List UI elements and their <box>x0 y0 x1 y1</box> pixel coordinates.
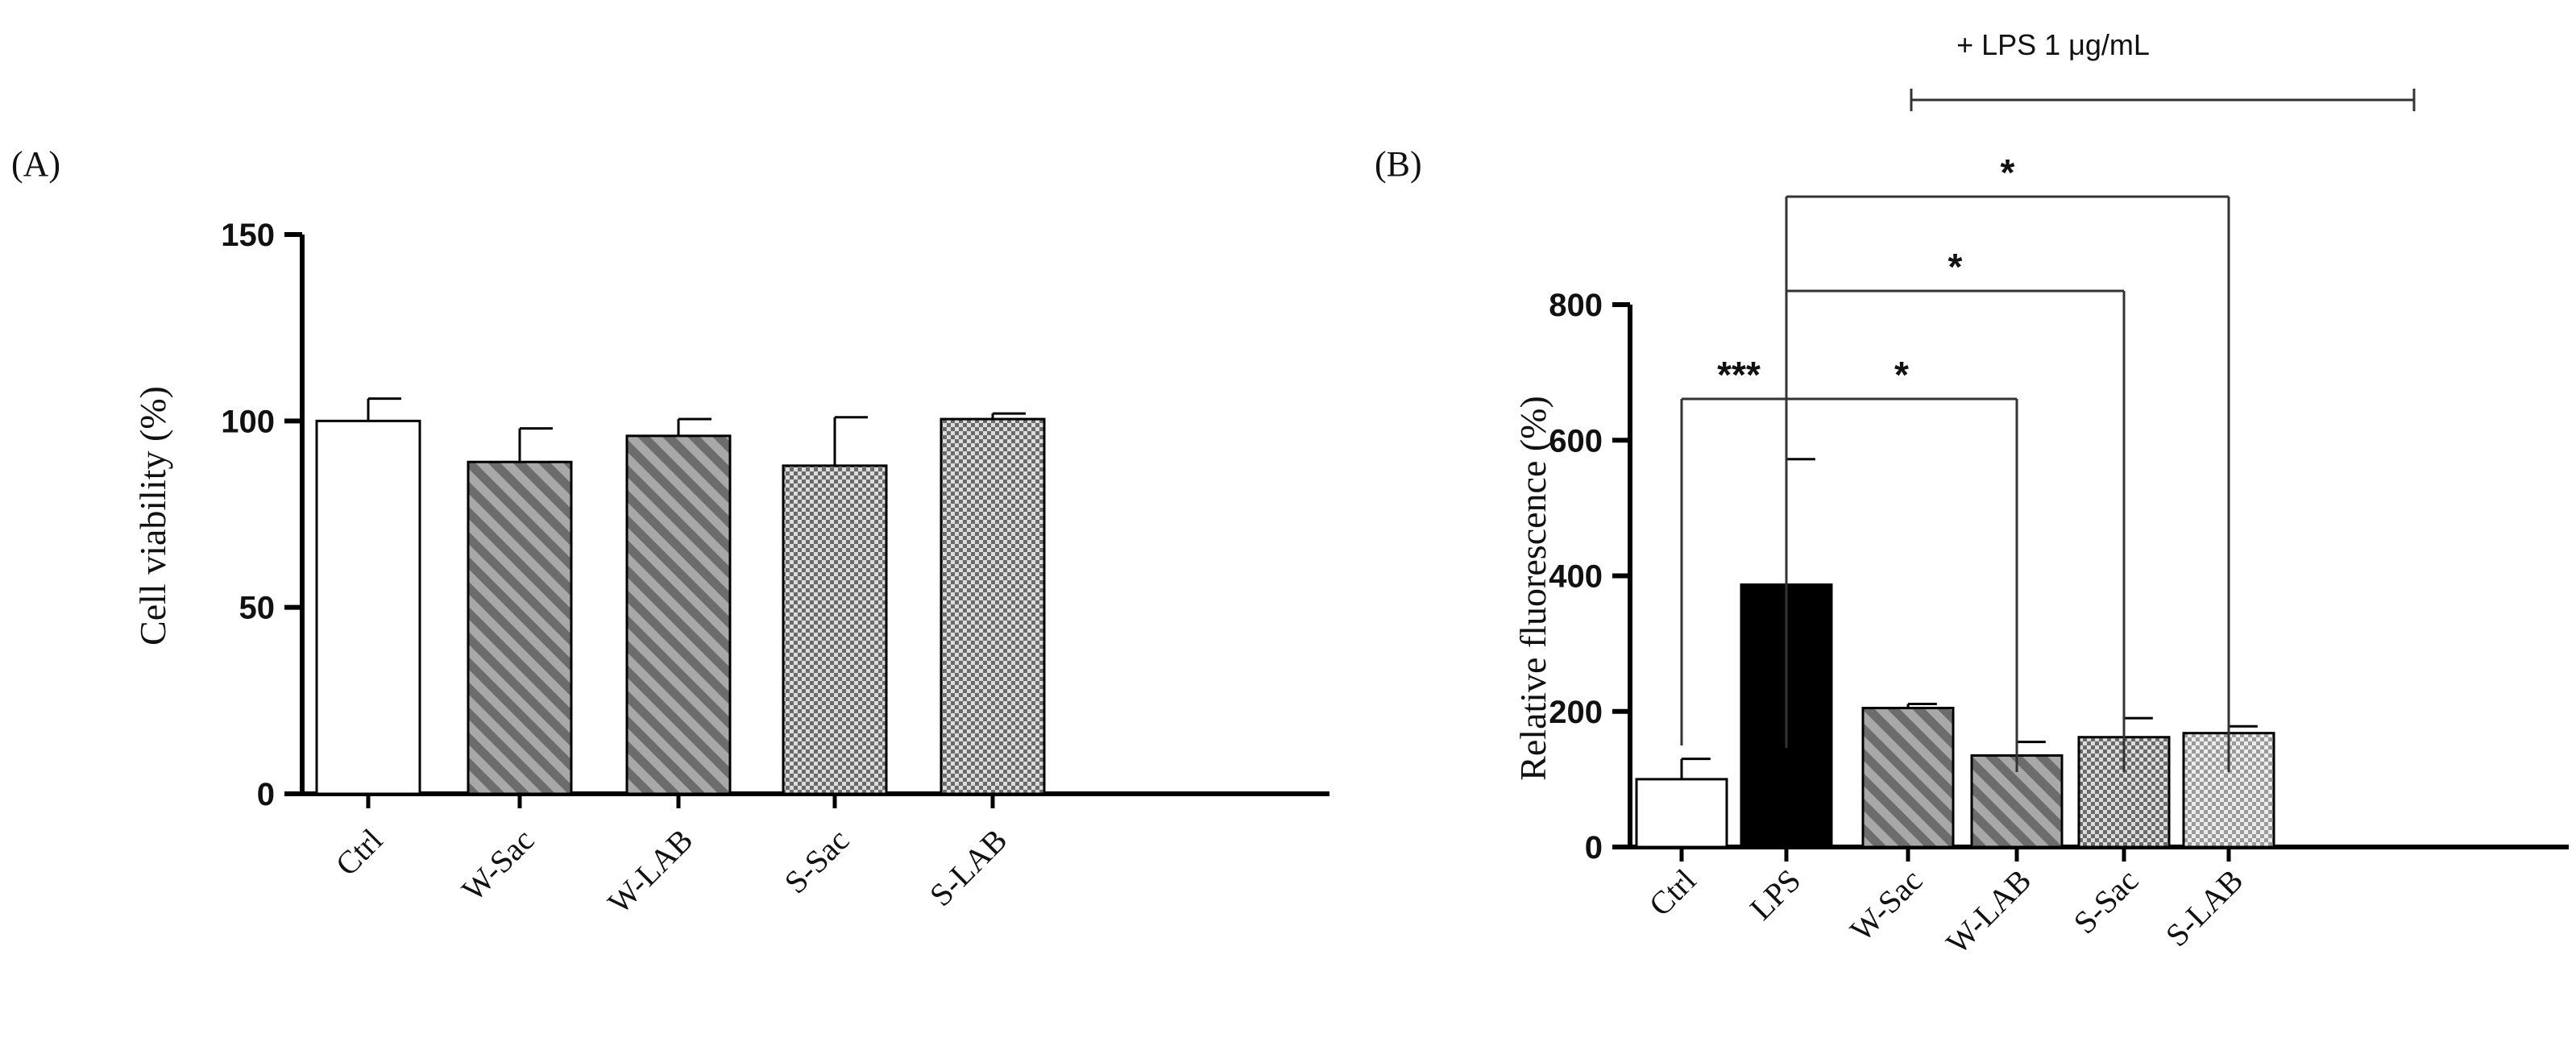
y-tick-label: 0 <box>257 777 275 812</box>
panel-b-label: (B) <box>1375 144 1422 184</box>
x-category-label: W-Sac <box>454 822 541 908</box>
panel-a-label: (A) <box>11 144 60 184</box>
error-bar-w-sac <box>518 427 553 463</box>
error-bar-w-lab <box>677 417 711 436</box>
bar-w-sac <box>1861 707 1955 849</box>
panel-b-treatment-bracket: + LPS 1 μg/mL <box>1910 28 2416 111</box>
panel-b-x-categories: Ctrl LPS W-Sac W-LAB S-Sac S-LAB <box>1642 847 2250 961</box>
x-category-label: W-LAB <box>1939 862 2038 961</box>
x-category-label: S-Sac <box>778 822 857 901</box>
panel-b-bars <box>1635 583 2275 849</box>
x-category-label: W-LAB <box>600 822 699 921</box>
y-tick-label: 800 <box>1549 288 1603 323</box>
y-tick-label: 150 <box>221 218 275 253</box>
panel-a-error-bars <box>367 397 1026 466</box>
x-category-label: S-LAB <box>923 822 1014 914</box>
panel-b-chart: (B) Relative fluorescence (%) + LPS 1 μg… <box>1375 28 2569 961</box>
y-tick-label: 50 <box>239 591 276 626</box>
x-category-label: Ctrl <box>329 822 390 883</box>
significance-label: * <box>1948 246 1963 288</box>
bar-ctrl <box>1635 778 1728 849</box>
bar-ctrl <box>315 419 421 795</box>
error-bar-w-sac <box>1906 702 1937 708</box>
panel-a-bars <box>315 417 1046 795</box>
panel-a-chart: (A) Cell viability (%) 0 50 100 150 Ctrl W-S… <box>11 144 1329 920</box>
bar-s-lab <box>940 417 1046 795</box>
significance-bracket-lps-s-lab: * <box>1785 152 2230 772</box>
y-tick-label: 0 <box>1585 830 1603 866</box>
bar-s-sac <box>782 464 888 795</box>
significance-label: * <box>1894 354 1909 396</box>
y-tick-label: 400 <box>1549 559 1603 595</box>
error-bar-ctrl <box>367 397 401 421</box>
error-bar-s-lab <box>991 412 1026 420</box>
error-bar-w-lab <box>2015 741 2046 756</box>
x-category-label: LPS <box>1743 862 1808 928</box>
y-tick-label: 100 <box>221 404 275 439</box>
error-bar-lps <box>1785 458 1815 585</box>
error-bar-ctrl <box>1680 758 1711 779</box>
panel-b-y-axis-label: Relative fluorescence (%) <box>1512 396 1553 781</box>
error-bar-s-sac <box>833 416 868 466</box>
panel-a-x-categories: Ctrl W-Sac W-LAB S-Sac S-LAB <box>329 794 1014 920</box>
panel-a-y-axis-label: Cell viability (%) <box>132 386 173 646</box>
x-category-label: Ctrl <box>1642 862 1703 924</box>
x-category-label: W-Sac <box>1843 862 1929 949</box>
x-category-label: S-Sac <box>2067 862 2146 941</box>
panel-b-y-ticks: 0 200 400 600 800 <box>1549 288 1630 866</box>
significance-label: * <box>2001 152 2015 193</box>
bar-w-lab <box>625 434 732 795</box>
y-tick-label: 200 <box>1549 695 1603 730</box>
x-category-label: S-LAB <box>2159 862 2250 954</box>
bar-w-sac <box>467 460 573 795</box>
panel-a-y-ticks: 0 50 100 150 <box>221 218 302 812</box>
error-bar-s-sac <box>2122 716 2153 737</box>
significance-label: *** <box>1717 354 1761 396</box>
significance-bracket-lps-s-sac: * <box>1785 246 2126 772</box>
y-tick-label: 600 <box>1549 423 1603 459</box>
panel-b-significance: *** *** <box>1680 152 2230 772</box>
panel-b-treatment-label: + LPS 1 μg/mL <box>1956 28 2150 61</box>
